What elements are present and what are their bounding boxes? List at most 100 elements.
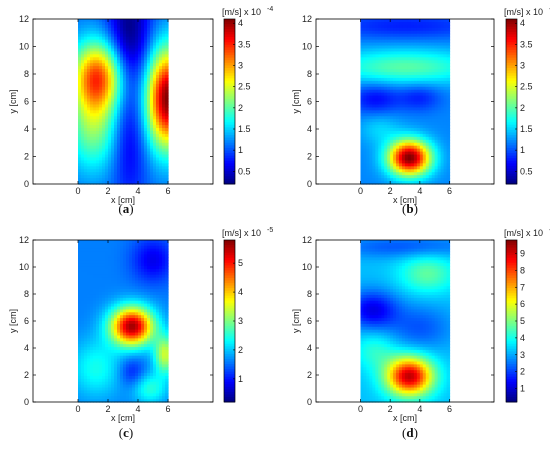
heatmap-cell [135, 36, 139, 41]
heatmap-cell [108, 42, 112, 47]
heatmap-cell [446, 86, 451, 91]
heatmap-cell [102, 136, 106, 141]
heatmap-cell [132, 393, 136, 397]
colorbar-step [224, 129, 235, 133]
heatmap-cell [132, 74, 136, 79]
heatmap-cell [425, 166, 430, 170]
heatmap-cell [387, 57, 391, 61]
heatmap-cell [363, 119, 368, 123]
heatmap-cell [150, 136, 154, 141]
heatmap-cell [419, 116, 424, 120]
heatmap-cell [366, 27, 370, 32]
heatmap-cell [129, 107, 133, 111]
heatmap-cell [144, 110, 148, 114]
heatmap-cell [384, 125, 388, 129]
heatmap-cell [375, 113, 379, 117]
heatmap-cell [396, 69, 400, 73]
heatmap-cell [147, 399, 151, 403]
heatmap-cell [81, 130, 85, 135]
heatmap-cell [129, 69, 133, 73]
heatmap-cell [123, 39, 127, 44]
heatmap-cell [375, 169, 379, 173]
heatmap-cell [396, 136, 400, 141]
heatmap-cell [437, 130, 442, 135]
heatmap-cell [419, 77, 424, 82]
heatmap-cell [153, 57, 157, 61]
heatmap-cell [375, 139, 379, 144]
heatmap-cell [114, 341, 118, 345]
heatmap-cell [402, 181, 406, 185]
heatmap-cell [443, 160, 448, 164]
heatmap-cell [141, 27, 145, 32]
heatmap-cell [102, 248, 106, 253]
heatmap-cell [141, 338, 145, 342]
heatmap-cell [81, 139, 85, 144]
heatmap-cell [81, 370, 85, 374]
heatmap-cell [413, 77, 418, 82]
heatmap-cell [153, 95, 157, 100]
heatmap-cell [78, 148, 82, 153]
heatmap-cell [425, 172, 430, 176]
heatmap-cell [114, 130, 118, 135]
heatmap-cell [135, 175, 139, 179]
heatmap-cell [111, 42, 115, 47]
heatmap-cell [120, 45, 124, 50]
colorbar: 0.511.522.533.54[m/s] x 10 -4 [222, 6, 273, 185]
heatmap-cell [410, 107, 415, 111]
heatmap-cell [81, 297, 85, 302]
heatmap-cell [126, 277, 130, 282]
heatmap-cell [78, 160, 82, 164]
heatmap-cell [138, 332, 142, 337]
heatmap-cell [150, 178, 154, 182]
heatmap-cell [111, 286, 115, 290]
heatmap-cell [378, 83, 382, 88]
heatmap-cell [147, 72, 151, 76]
heatmap-cell [159, 86, 163, 91]
heatmap-cell [105, 399, 109, 403]
heatmap-cell [434, 86, 439, 91]
heatmap-cell [87, 160, 91, 164]
heatmap-cell [108, 69, 112, 73]
heatmap-cell [375, 39, 379, 44]
heatmap-cell [156, 142, 160, 147]
heatmap-cell [437, 122, 442, 126]
heatmap-cell [81, 128, 85, 132]
heatmap-cell [428, 130, 433, 135]
heatmap-cell [123, 323, 127, 328]
heatmap-cell [87, 306, 91, 311]
heatmap-cell [141, 396, 145, 400]
heatmap-cell [393, 107, 397, 111]
heatmap-cell [78, 157, 82, 162]
heatmap-cell [144, 300, 148, 305]
heatmap-cell [428, 110, 433, 114]
heatmap-cell [120, 257, 124, 261]
heatmap-cell [159, 66, 163, 70]
heatmap-cell [93, 338, 97, 342]
heatmap-cell [96, 125, 100, 129]
heatmap-cell [405, 122, 409, 126]
heatmap-cell [153, 72, 157, 76]
heatmap-cell [159, 51, 163, 55]
heatmap-cell [90, 306, 94, 311]
heatmap-cell [422, 98, 427, 103]
heatmap-cell [440, 48, 445, 53]
heatmap-cell [93, 303, 97, 308]
heatmap-cell [407, 122, 412, 126]
heatmap-cell [147, 370, 151, 374]
heatmap-cell [99, 306, 103, 311]
heatmap-cell [150, 257, 154, 261]
heatmap-cell [372, 181, 376, 185]
heatmap-cell [90, 367, 94, 371]
heatmap-cell [96, 51, 100, 55]
heatmap-cell [372, 42, 376, 47]
heatmap-cell [81, 251, 85, 256]
heatmap-cell [440, 83, 445, 88]
colorbar-step [506, 78, 517, 82]
heatmap-cell [93, 21, 97, 26]
heatmap-cell [114, 104, 118, 108]
heatmap-cell [99, 263, 103, 267]
heatmap-cell [105, 277, 109, 282]
heatmap-cell [99, 300, 103, 305]
heatmap-cell [375, 136, 379, 141]
heatmap-cell [81, 361, 85, 365]
